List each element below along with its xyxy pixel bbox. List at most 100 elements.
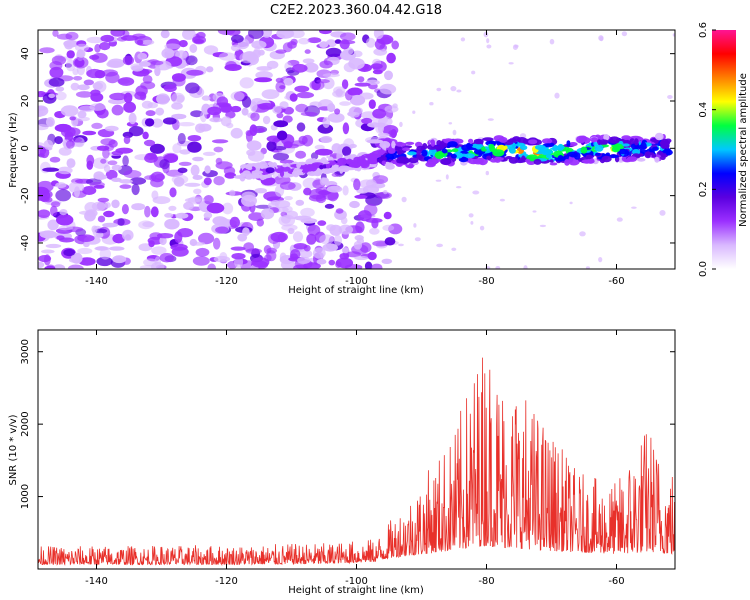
noise-blob (266, 140, 277, 152)
noise-blob (187, 135, 202, 142)
noise-blob (322, 73, 340, 78)
signal-blob (381, 160, 386, 165)
noise-blob (175, 50, 188, 60)
signal-blob (569, 153, 578, 158)
signal-blob (660, 141, 667, 150)
noise-blob (193, 188, 202, 195)
noise-blob (122, 30, 130, 38)
noise-blob (257, 102, 276, 110)
noise-blob (90, 92, 104, 103)
signal-blob (566, 140, 571, 147)
speckle-blob (549, 38, 555, 45)
noise-blob (247, 150, 265, 162)
signal-blob (634, 138, 639, 146)
signal-blob (481, 148, 487, 152)
noise-blob (101, 69, 119, 77)
noise-blob (190, 164, 200, 177)
signal-blob (416, 145, 425, 152)
noise-blob (144, 205, 151, 218)
noise-blob (151, 118, 164, 128)
noise-blob (251, 257, 270, 268)
x-tick-label: -100 (345, 576, 368, 587)
noise-blob (229, 189, 236, 197)
noise-blob (304, 49, 311, 54)
colorbar-tick-label: 0.4 (698, 102, 709, 118)
noise-blob (230, 105, 242, 113)
noise-blob (118, 77, 135, 86)
noise-blob (339, 253, 350, 260)
noise-blob (319, 30, 332, 35)
signal-blob (579, 135, 588, 142)
noise-blob (119, 184, 132, 189)
signal-blob (568, 155, 574, 164)
noise-blob (319, 177, 327, 186)
speckle-blob (579, 231, 586, 237)
noise-blob (148, 240, 155, 248)
noise-blob (97, 215, 106, 223)
noise-blob (388, 129, 397, 138)
noise-blob (72, 68, 79, 76)
noise-blob (77, 84, 90, 91)
noise-blob (379, 83, 397, 95)
noise-blob (178, 40, 188, 48)
noise-blob (329, 224, 343, 236)
noise-blob (241, 194, 257, 207)
noise-blob (371, 263, 383, 269)
noise-blob (257, 127, 265, 133)
noise-blob (123, 135, 131, 145)
signal-blob (407, 151, 417, 156)
noise-blob (177, 228, 194, 238)
x-tick-label: -100 (345, 276, 368, 287)
noise-blob (276, 112, 284, 119)
noise-blob (250, 112, 260, 122)
signal-blob (326, 160, 336, 166)
noise-blob (151, 246, 167, 255)
noise-blob (162, 117, 177, 125)
speckle-blob (429, 102, 434, 106)
signal-blob (651, 154, 657, 158)
signal-blob (525, 158, 531, 163)
noise-blob (342, 122, 350, 135)
noise-blob (104, 143, 114, 152)
noise-blob (224, 172, 237, 179)
noise-blob (231, 253, 246, 260)
noise-blob (295, 150, 307, 159)
noise-blob (184, 182, 201, 187)
noise-blob (359, 92, 374, 100)
noise-blob (71, 252, 83, 264)
noise-blob (345, 90, 353, 101)
speckle-blob (471, 70, 476, 75)
signal-blob (416, 154, 423, 160)
noise-blob (352, 50, 363, 58)
signal-blob (585, 154, 593, 160)
noise-blob (85, 209, 98, 218)
noise-blob (316, 258, 327, 265)
signal-blob (652, 146, 659, 151)
noise-blob (179, 149, 191, 155)
noise-blob (131, 183, 140, 196)
noise-blob (38, 209, 51, 218)
speckle-blob (436, 87, 442, 92)
noise-blob (219, 252, 228, 262)
noise-blob (110, 30, 126, 37)
noise-blob (192, 175, 203, 180)
speckle-blob (667, 95, 673, 99)
noise-blob (55, 182, 67, 189)
noise-blob (177, 167, 188, 173)
noise-blob (203, 195, 214, 205)
colorbar-tick-label: 0.0 (698, 261, 709, 277)
noise-blob (200, 111, 207, 123)
noise-blob (380, 36, 392, 45)
signal-blob (632, 149, 641, 155)
snr-series-line (38, 357, 675, 567)
spectrogram-panel: -140 -120 -100 -80 -60 -40 -20 0 20 40 Height of … (8, 29, 676, 296)
signal-blob (594, 144, 604, 152)
noise-blob (207, 106, 222, 116)
noise-blob (178, 161, 192, 166)
noise-blob (143, 139, 156, 147)
noise-blob (365, 179, 377, 189)
signal-blob (395, 142, 407, 147)
noise-blob (60, 105, 79, 117)
spectrogram-x-axis-label: Height of straight line (km) (288, 285, 424, 296)
